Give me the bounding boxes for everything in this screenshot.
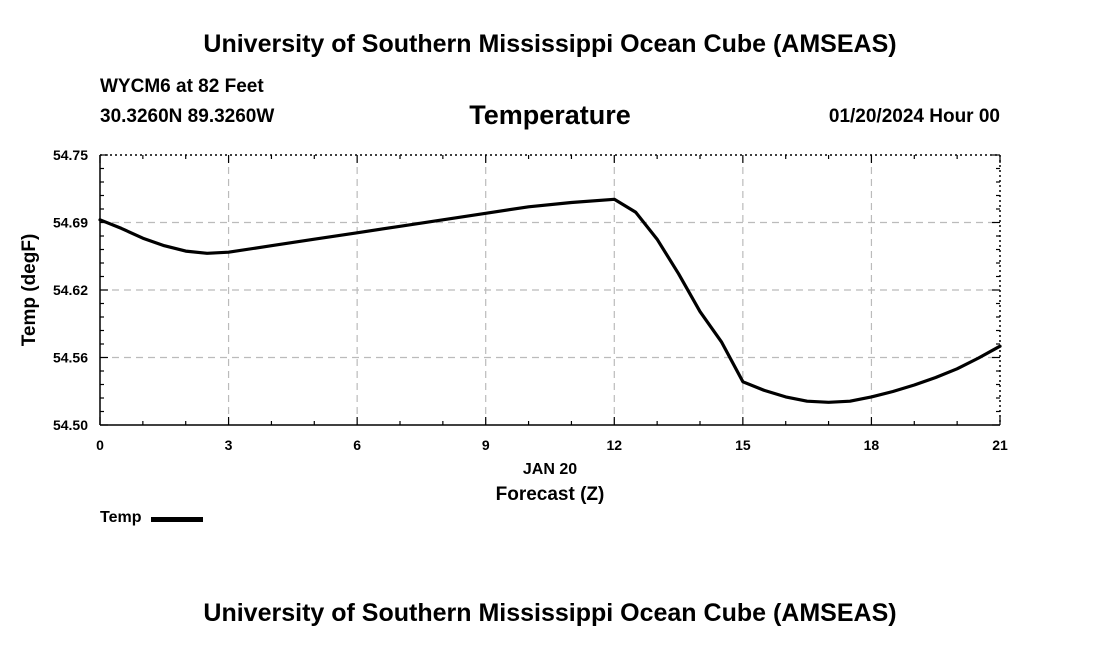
- forecast-datetime: 01/20/2024 Hour 00: [828, 106, 1000, 127]
- x-tick-label: 21: [992, 437, 1008, 453]
- y-tick-label: 54.69: [53, 215, 88, 231]
- x-tick-label: 6: [353, 437, 361, 453]
- legend: Temp: [100, 509, 204, 527]
- x-axis-label: Forecast (Z): [496, 484, 605, 505]
- y-tick-label: 54.56: [53, 350, 88, 366]
- coordinates-label: 30.3260N 89.3260W: [100, 106, 275, 127]
- y-tick-label: 54.62: [53, 282, 88, 298]
- series-line-temp: [98, 197, 1002, 404]
- x-tick-label: 0: [96, 437, 104, 453]
- station-label: WYCM6 at 82 Feet: [100, 76, 264, 97]
- x-tick-label: 12: [606, 437, 622, 453]
- x-tick-label: 15: [735, 437, 751, 453]
- y-tick-label: 54.50: [53, 417, 88, 433]
- y-tick-label: 54.75: [53, 147, 88, 163]
- x-tick-label: 9: [482, 437, 490, 453]
- y-axis-label: Temp (degF): [19, 234, 40, 347]
- footer-title: University of Southern Mississippi Ocean…: [203, 599, 897, 627]
- x-tick-label: 3: [225, 437, 233, 453]
- variable-title: Temperature: [469, 100, 631, 130]
- legend-line-swatch: [151, 517, 204, 522]
- legend-label: Temp: [100, 509, 142, 526]
- x-axis-date-label: JAN 20: [523, 461, 577, 478]
- page-title: University of Southern Mississippi Ocean…: [203, 30, 897, 58]
- x-tick-label: 18: [864, 437, 880, 453]
